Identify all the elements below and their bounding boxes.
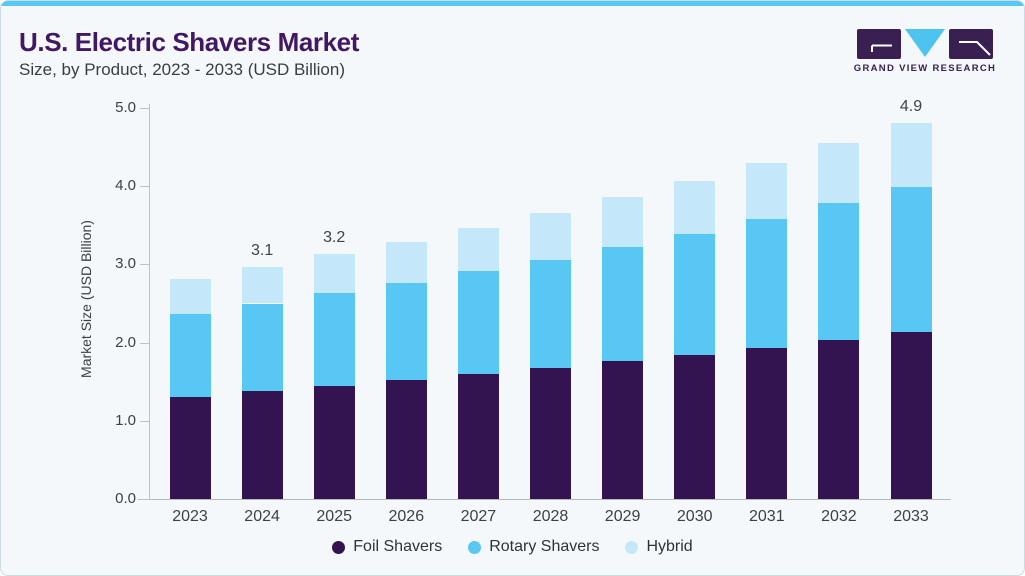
logo-marks <box>852 29 998 59</box>
bar-segment-hybrid <box>169 279 211 314</box>
bar-segment-foil-shavers <box>313 385 355 499</box>
bar-segment-foil-shavers <box>602 361 644 499</box>
page-title: U.S. Electric Shavers Market <box>19 27 359 57</box>
y-tick-label: 4.0 <box>115 177 136 195</box>
bar-segment-hybrid <box>530 212 571 260</box>
bar-segment-hybrid <box>385 241 427 284</box>
bar-segment-foil-shavers <box>746 348 788 499</box>
x-tick-label: 2025 <box>316 508 352 525</box>
bar-segment-rotary-shavers <box>890 186 932 333</box>
bar-total-label: 4.9 <box>899 97 923 115</box>
logo-r-icon <box>949 29 993 59</box>
logo-wordmark: GRAND VIEW RESEARCH <box>853 63 997 74</box>
legend-label: Rotary Shavers <box>489 538 600 555</box>
x-tick-label: 2029 <box>604 508 641 525</box>
bar-segment-rotary-shavers <box>818 203 860 341</box>
bar-segment-rotary-shavers <box>241 303 283 392</box>
x-tick-label: 2030 <box>676 508 713 525</box>
x-tick-label: 2033 <box>893 508 929 525</box>
x-axis-line <box>138 499 951 500</box>
legend-dot-icon <box>468 540 482 554</box>
logo-g-icon <box>857 29 901 59</box>
bar-segment-hybrid <box>674 180 716 234</box>
x-tick-label: 2026 <box>388 508 425 525</box>
y-tick-mark <box>140 108 150 109</box>
bar-segment-hybrid <box>818 143 860 204</box>
bar-segment-foil-shavers <box>169 397 211 499</box>
page-subtitle: Size, by Product, 2023 - 2033 (USD Billi… <box>19 60 345 79</box>
bar-segment-foil-shavers <box>674 355 716 499</box>
grand-view-research-logo: GRAND VIEW RESEARCH <box>852 29 998 74</box>
bar-segment-rotary-shavers <box>674 233 716 356</box>
x-tick-label: 2027 <box>460 508 497 525</box>
bar-segment-hybrid <box>602 197 644 248</box>
x-tick-label: 2024 <box>244 508 280 525</box>
y-tick-mark <box>140 342 150 344</box>
accent-top-border <box>1 1 1024 6</box>
x-tick-label: 2023 <box>172 508 208 525</box>
bar-segment-foil-shavers <box>890 332 932 499</box>
y-tick-mark <box>140 186 150 188</box>
bar-segment-hybrid <box>241 266 283 304</box>
legend-item-hybrid: Hybrid <box>625 538 693 556</box>
bar-segment-rotary-shavers <box>169 313 211 398</box>
bar-segment-foil-shavers <box>818 340 860 499</box>
logo-v-triangle-icon <box>905 29 945 57</box>
bar-segment-rotary-shavers <box>602 247 644 362</box>
legend-label: Foil Shavers <box>353 538 443 555</box>
bar-segment-rotary-shavers <box>746 219 788 349</box>
bar-segment-foil-shavers <box>530 367 571 499</box>
bar-segment-hybrid <box>890 122 932 187</box>
x-tick-label: 2032 <box>821 508 857 525</box>
y-axis-line <box>149 104 150 500</box>
legend-dot-icon <box>625 540 639 554</box>
legend-label: Hybrid <box>646 538 693 555</box>
y-tick-mark <box>140 420 150 422</box>
y-tick-mark <box>140 499 150 500</box>
y-tick-label: 1.0 <box>115 411 136 429</box>
bar-segment-rotary-shavers <box>457 271 499 374</box>
bar-segment-hybrid <box>313 254 355 294</box>
bar-segment-rotary-shavers <box>313 293 355 386</box>
y-tick-label: 3.0 <box>115 255 136 273</box>
y-tick-label: 0.0 <box>115 490 136 507</box>
legend-item-rotary-shavers: Rotary Shavers <box>468 538 599 556</box>
x-tick-label: 2031 <box>749 508 785 525</box>
bar-total-label: 3.2 <box>323 229 346 247</box>
bar-segment-foil-shavers <box>457 373 499 499</box>
bar-segment-foil-shavers <box>241 391 283 499</box>
y-tick-label: 5.0 <box>115 99 136 116</box>
bar-segment-hybrid <box>457 227 499 272</box>
legend: Foil Shavers Rotary Shavers Hybrid <box>1 538 1024 556</box>
x-tick-label: 2028 <box>532 508 569 525</box>
legend-dot-icon <box>332 540 346 554</box>
y-tick-label: 2.0 <box>115 333 136 351</box>
bar-segment-hybrid <box>746 162 788 220</box>
bar-segment-foil-shavers <box>385 380 427 499</box>
bar-segment-rotary-shavers <box>385 283 427 381</box>
y-tick-mark <box>140 264 150 266</box>
bar-segment-rotary-shavers <box>530 259 571 368</box>
legend-item-foil-shavers: Foil Shavers <box>332 538 442 556</box>
bar-total-label: 3.1 <box>250 241 274 259</box>
